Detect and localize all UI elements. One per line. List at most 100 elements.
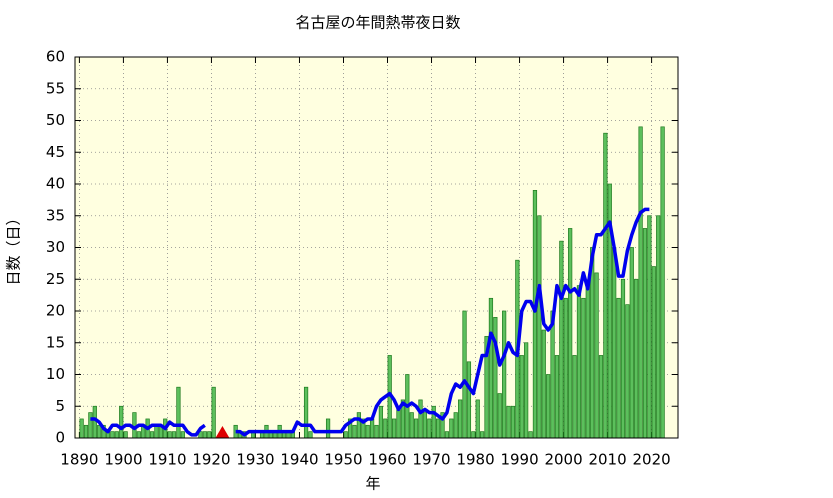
bar <box>480 431 485 439</box>
bar <box>154 424 159 439</box>
bar <box>466 361 472 439</box>
bar <box>634 278 639 439</box>
bar <box>585 285 590 439</box>
bar <box>629 247 634 439</box>
chart-title: 名古屋の年間熱帯夜日数 <box>295 14 460 32</box>
bar <box>422 412 428 439</box>
y-tick-label: 30 <box>46 238 65 256</box>
bar <box>524 342 529 439</box>
y-tick-label: 60 <box>46 48 65 66</box>
bar <box>149 431 155 439</box>
x-tick-label: 1970 <box>412 451 450 469</box>
bar <box>97 424 102 439</box>
bar <box>343 431 348 439</box>
x-tick-label: 2010 <box>588 451 626 469</box>
bar <box>594 272 599 439</box>
bar <box>414 418 419 439</box>
bar <box>612 247 617 439</box>
bar <box>475 399 480 439</box>
bar <box>136 431 141 439</box>
bar <box>79 418 84 439</box>
plot-frame <box>74 56 679 439</box>
y-tick-label: 5 <box>55 397 65 415</box>
bar <box>506 405 511 439</box>
x-tick-label: 1960 <box>368 451 406 469</box>
bar <box>656 215 661 439</box>
bar <box>92 405 97 439</box>
bar <box>356 412 362 439</box>
x-tick-label: 1910 <box>148 451 186 469</box>
bar <box>180 431 185 439</box>
bar <box>427 418 432 439</box>
bar <box>497 393 502 439</box>
bar <box>449 418 454 439</box>
bar <box>308 431 313 439</box>
x-tick-label: 1980 <box>456 451 494 469</box>
bar <box>383 418 388 439</box>
y-tick-label: 50 <box>46 111 65 129</box>
bar <box>444 431 450 439</box>
bar <box>418 399 423 439</box>
bar <box>550 310 555 439</box>
bar <box>532 190 538 439</box>
bar <box>167 431 172 439</box>
bar <box>510 405 516 439</box>
bar <box>369 418 375 439</box>
bar <box>576 285 582 439</box>
bar <box>572 355 577 439</box>
bar <box>502 310 507 439</box>
x-tick-label: 1890 <box>60 451 98 469</box>
x-tick-label: 1900 <box>104 451 142 469</box>
bar <box>374 424 379 439</box>
bar <box>660 126 665 439</box>
bar <box>391 418 397 439</box>
bar <box>471 431 476 439</box>
bar <box>303 386 309 439</box>
bar <box>409 412 414 439</box>
y-tick-label: 10 <box>46 365 65 383</box>
y-tick-label: 45 <box>46 143 65 161</box>
x-axis-label: 年 <box>365 475 380 493</box>
bar <box>436 418 441 439</box>
bar <box>638 126 643 439</box>
x-tick-label: 1950 <box>324 451 362 469</box>
bar <box>563 297 568 439</box>
bar <box>123 431 128 439</box>
bar <box>598 355 604 439</box>
bar <box>537 215 542 439</box>
y-tick-label: 40 <box>46 175 65 193</box>
bar <box>493 317 498 439</box>
bar <box>88 412 93 439</box>
bar <box>554 355 560 439</box>
bar <box>581 297 586 439</box>
y-tick-label: 0 <box>55 429 65 447</box>
bar <box>132 412 137 439</box>
bar <box>211 386 216 439</box>
bar <box>453 412 458 439</box>
bar <box>119 405 124 439</box>
bar <box>325 418 331 439</box>
bar <box>651 266 656 439</box>
y-axis-label: 日数（日） <box>5 210 23 285</box>
moving-average-line <box>90 207 650 437</box>
x-tick-label: 1930 <box>236 451 274 469</box>
bar <box>352 424 357 439</box>
bar <box>568 228 573 439</box>
x-tick-label: 2020 <box>632 451 670 469</box>
x-tick-label: 1920 <box>192 451 230 469</box>
y-tick-label: 20 <box>46 302 65 320</box>
bar <box>378 405 384 439</box>
missing-marker <box>215 426 230 438</box>
bar <box>458 399 463 439</box>
bar <box>642 228 648 439</box>
bar <box>114 431 119 439</box>
bar <box>110 431 115 439</box>
bar <box>176 386 181 439</box>
bar <box>625 304 630 439</box>
x-tick-label: 1940 <box>280 451 318 469</box>
x-tick-label: 2000 <box>544 451 582 469</box>
x-tick-label: 1990 <box>500 451 538 469</box>
bar <box>647 215 652 439</box>
bar <box>519 355 524 439</box>
